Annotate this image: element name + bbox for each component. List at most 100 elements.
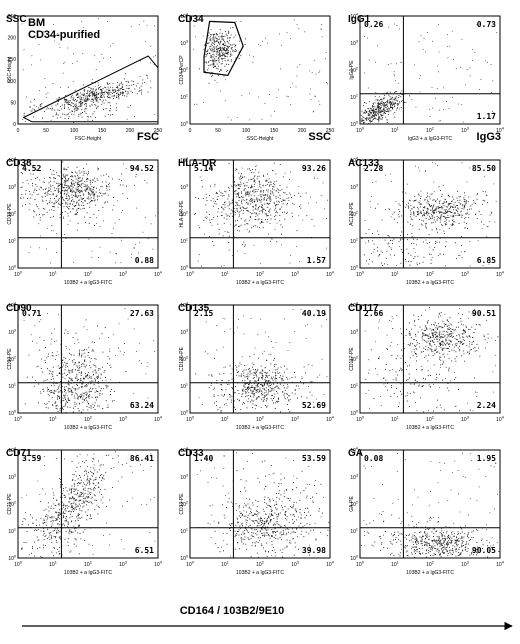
- scatter-point: [234, 406, 235, 408]
- scatter-point: [122, 89, 124, 90]
- scatter-point: [252, 212, 254, 214]
- scatter-point: [421, 212, 422, 214]
- scatter-point: [372, 116, 373, 118]
- scatter-point: [447, 329, 449, 331]
- scatter-point: [296, 24, 298, 26]
- x-tick-label: 103: [119, 416, 127, 424]
- scatter-point: [423, 212, 425, 214]
- scatter-point: [206, 55, 208, 57]
- scatter-point: [386, 92, 387, 94]
- scatter-point: [82, 198, 83, 200]
- scatter-point: [51, 173, 53, 175]
- scatter-point: [443, 201, 445, 203]
- scatter-point: [229, 46, 230, 47]
- scatter-point: [70, 211, 71, 213]
- y-tick-label: 102: [8, 211, 16, 219]
- scatter-point: [112, 90, 114, 91]
- scatter-point: [264, 213, 266, 215]
- scatter-point: [210, 385, 212, 386]
- scatter-point: [91, 186, 93, 188]
- scatter-point: [432, 211, 434, 213]
- scatter-point: [273, 189, 275, 191]
- scatter-point: [227, 198, 229, 200]
- scatter-point: [417, 210, 419, 212]
- scatter-point: [58, 110, 60, 111]
- scatter-point: [275, 380, 277, 382]
- scatter-point: [453, 346, 455, 348]
- scatter-point: [253, 383, 255, 385]
- scatter-point: [120, 92, 122, 94]
- y-tick-label: 100: [180, 265, 188, 273]
- scatter-point: [271, 390, 273, 392]
- scatter-point: [432, 209, 434, 211]
- scatter-point: [69, 390, 71, 392]
- scatter-point: [259, 185, 261, 187]
- scatter-point: [205, 54, 207, 55]
- scatter-point: [121, 180, 122, 181]
- scatter-point: [365, 111, 367, 112]
- scatter-point: [216, 49, 217, 50]
- scatter-point: [444, 344, 446, 345]
- scatter-point: [379, 104, 381, 106]
- scatter-point: [58, 185, 60, 186]
- x-axis-label: 103B2 + a IgG3-FITC: [236, 425, 284, 431]
- scatter-point: [414, 196, 416, 197]
- scatter-point: [124, 95, 125, 97]
- scatter-point: [269, 381, 271, 383]
- scatter-point: [71, 110, 73, 112]
- scatter-point: [477, 240, 479, 242]
- scatter-point: [434, 243, 436, 244]
- scatter-point: [399, 92, 401, 94]
- scatter-point: [448, 208, 450, 210]
- scatter-point: [441, 336, 443, 338]
- scatter-point: [86, 406, 88, 408]
- scatter-point: [461, 342, 462, 343]
- scatter-point: [452, 216, 453, 218]
- scatter-point: [228, 235, 230, 237]
- scatter-point: [78, 115, 80, 117]
- scatter-point: [63, 356, 65, 358]
- scatter-point: [87, 89, 89, 91]
- scatter-point: [413, 64, 415, 66]
- scatter-point: [378, 107, 380, 108]
- scatter-point: [116, 95, 118, 97]
- scatter-point: [89, 92, 91, 94]
- scatter-point: [441, 327, 443, 329]
- scatter-point: [428, 384, 430, 386]
- scatter-point: [435, 97, 436, 99]
- y-tick-label: 250: [8, 14, 17, 20]
- scatter-point: [50, 209, 52, 211]
- scatter-point: [58, 391, 60, 393]
- scatter-point: [94, 181, 96, 183]
- x-axis-label: IgG3 + a IgG3-FITC: [408, 136, 453, 142]
- scatter-point: [78, 355, 80, 357]
- scatter-point: [59, 47, 61, 48]
- scatter-point: [55, 405, 57, 407]
- scatter-point: [467, 209, 468, 211]
- scatter-point: [260, 263, 261, 265]
- scatter-point: [110, 86, 111, 88]
- scatter-point: [98, 257, 99, 258]
- scatter-point: [278, 398, 279, 400]
- scatter-point: [313, 110, 315, 112]
- scatter-point: [252, 372, 254, 374]
- scatter-point: [366, 118, 368, 120]
- scatter-point: [241, 396, 243, 397]
- scatter-point: [64, 61, 66, 63]
- scatter-point: [435, 209, 437, 211]
- scatter-point: [476, 344, 478, 345]
- scatter-point: [89, 394, 91, 396]
- scatter-point: [205, 204, 207, 206]
- scatter-point: [228, 52, 229, 53]
- scatter-point: [458, 340, 459, 342]
- scatter-point: [301, 376, 303, 378]
- scatter-point: [438, 313, 440, 315]
- scatter-point: [466, 223, 467, 225]
- scatter-point: [246, 191, 248, 193]
- scatter-point: [66, 197, 68, 199]
- scatter-point: [264, 194, 266, 195]
- scatter-point: [388, 235, 390, 237]
- scatter-point: [92, 95, 94, 97]
- scatter-point: [447, 335, 449, 337]
- scatter-point: [64, 386, 65, 388]
